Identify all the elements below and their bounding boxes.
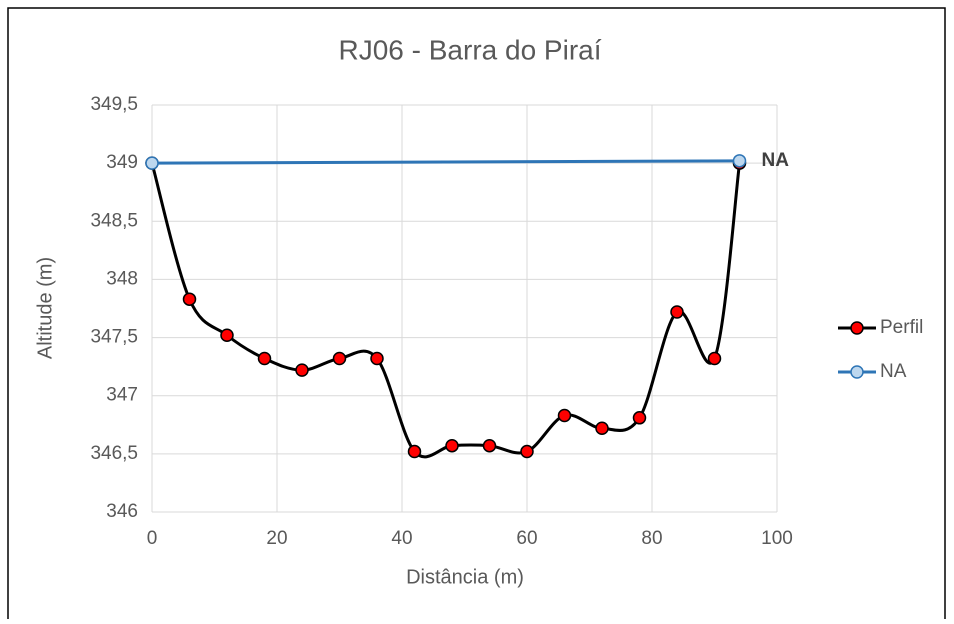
- marker: [482, 438, 497, 453]
- legend-marker: [850, 321, 864, 335]
- x-axis-label: Distância (m): [406, 566, 524, 588]
- line-series: [151, 159, 740, 165]
- x-tick-label: 0: [147, 528, 158, 549]
- y-tick-label: 349,5: [90, 94, 138, 115]
- y-tick-label: 348,5: [90, 210, 138, 231]
- marker: [220, 328, 234, 342]
- marker: [370, 351, 384, 366]
- y-tick-label: 346: [106, 501, 138, 522]
- legend-label: NA: [880, 361, 907, 382]
- y-tick-label: 348: [106, 268, 138, 289]
- marker: [707, 351, 722, 366]
- marker: [332, 351, 347, 366]
- y-tick-label: 347,5: [90, 327, 138, 348]
- marker: [632, 411, 647, 425]
- marker: [145, 156, 159, 170]
- chart-frame: [7, 7, 946, 624]
- x-tick-label: 60: [516, 528, 537, 549]
- x-tick-label: 20: [266, 528, 287, 549]
- marker: [732, 154, 747, 168]
- legend-label: Perfil: [880, 317, 923, 338]
- legend-marker: [850, 365, 864, 379]
- annotation: NA: [762, 150, 790, 171]
- y-tick-label: 349: [106, 152, 138, 173]
- marker: [257, 351, 272, 366]
- marker: [595, 421, 609, 436]
- marker: [407, 444, 422, 459]
- x-tick-label: 80: [641, 528, 662, 549]
- marker: [295, 363, 309, 377]
- marker: [670, 305, 684, 319]
- y-tick-label: 347: [106, 385, 138, 406]
- x-tick-label: 40: [391, 528, 412, 549]
- marker: [557, 408, 572, 423]
- y-axis-label: Altitude (m): [34, 257, 56, 359]
- chart-title: RJ06 - Barra do Piraí: [339, 34, 602, 65]
- marker: [520, 444, 534, 459]
- marker: [445, 438, 459, 453]
- line-series: [150, 162, 741, 459]
- y-tick-label: 346,5: [90, 443, 138, 464]
- marker: [182, 292, 197, 306]
- x-tick-label: 100: [761, 528, 793, 549]
